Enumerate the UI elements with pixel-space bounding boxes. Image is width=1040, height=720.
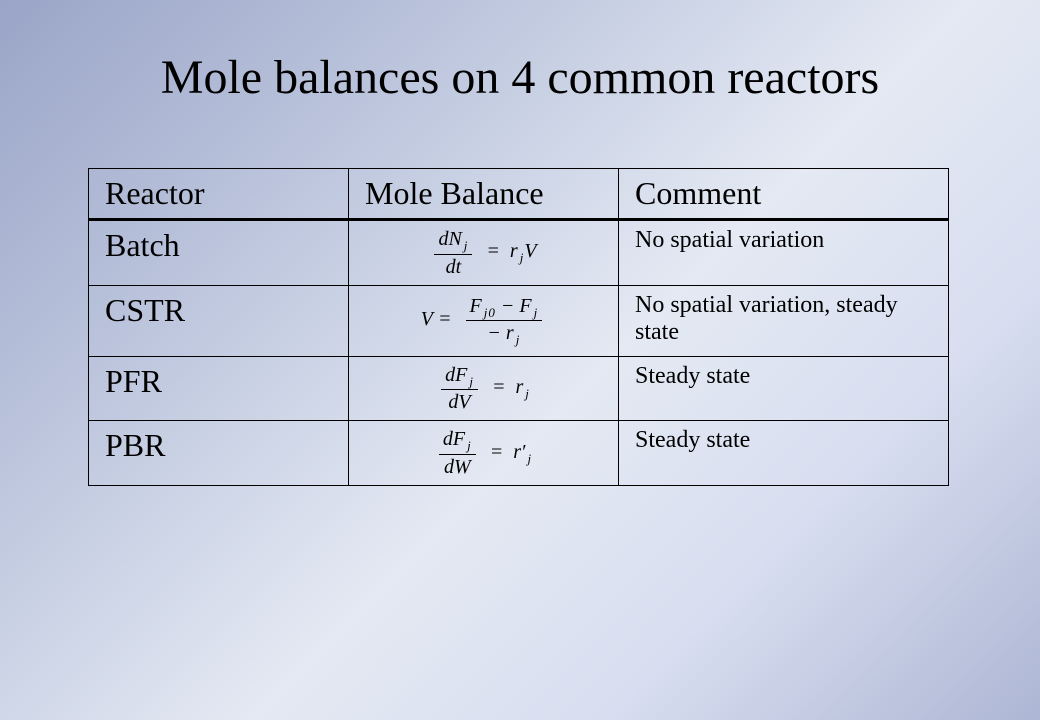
formula-cell-pbr: dFj dW = r′j	[349, 421, 619, 486]
num-sub-j0: j0	[482, 305, 496, 320]
rhs-sub: j	[525, 451, 532, 466]
col-header-reactor: Reactor	[89, 169, 349, 220]
reactor-cell: PBR	[89, 421, 349, 486]
comment-cell: Steady state	[619, 421, 949, 486]
den-neg-r: − r	[487, 322, 513, 344]
table-header-row: Reactor Mole Balance Comment	[89, 169, 949, 220]
num-text: dF	[445, 364, 467, 386]
num-Fj0: F	[470, 295, 482, 317]
comment-cell: Steady state	[619, 356, 949, 421]
num-sub-j: j	[532, 305, 539, 320]
reactor-table: Reactor Mole Balance Comment Batch dNj d…	[88, 168, 949, 486]
num-minus: −	[496, 295, 520, 317]
slide-title: Mole balances on 4 common reactors	[0, 52, 1040, 105]
den-sub-j: j	[514, 332, 521, 347]
rhs-sub: j	[523, 386, 530, 401]
table-row: Batch dNj dt = rjV No spatial variation	[89, 220, 949, 286]
comment-cell: No spatial variation	[619, 220, 949, 286]
den-text: dV	[441, 390, 478, 414]
reactor-table-container: Reactor Mole Balance Comment Batch dNj d…	[88, 168, 948, 486]
num-text: dN	[438, 228, 461, 250]
num-sub: j	[467, 374, 474, 389]
rhs-r: r	[510, 240, 518, 262]
formula-cell-pfr: dFj dV = rj	[349, 356, 619, 421]
reactor-cell: CSTR	[89, 285, 349, 356]
col-header-mole-balance: Mole Balance	[349, 169, 619, 220]
col-header-comment: Comment	[619, 169, 949, 220]
num-Fj: F	[519, 295, 531, 317]
rhs-V: V	[524, 240, 536, 262]
table-row: CSTR V = Fj0 − Fj − rj	[89, 285, 949, 356]
reactor-cell: Batch	[89, 220, 349, 286]
comment-cell: No spatial variation, steady state	[619, 285, 949, 356]
reactor-cell: PFR	[89, 356, 349, 421]
formula-cell-cstr: V = Fj0 − Fj − rj	[349, 285, 619, 356]
lhs-V: V	[421, 308, 433, 330]
formula-cell-batch: dNj dt = rjV	[349, 220, 619, 286]
rhs-r: r′	[513, 441, 525, 463]
num-text: dF	[443, 428, 465, 450]
num-sub: j	[462, 238, 469, 253]
table-row: PBR dFj dW = r′j Steady state	[89, 421, 949, 486]
table-row: PFR dFj dV = rj Steady state	[89, 356, 949, 421]
den-text: dt	[434, 255, 472, 279]
den-text: dW	[439, 455, 476, 479]
slide: Mole balances on 4 common reactors React…	[0, 0, 1040, 720]
num-sub: j	[465, 438, 472, 453]
